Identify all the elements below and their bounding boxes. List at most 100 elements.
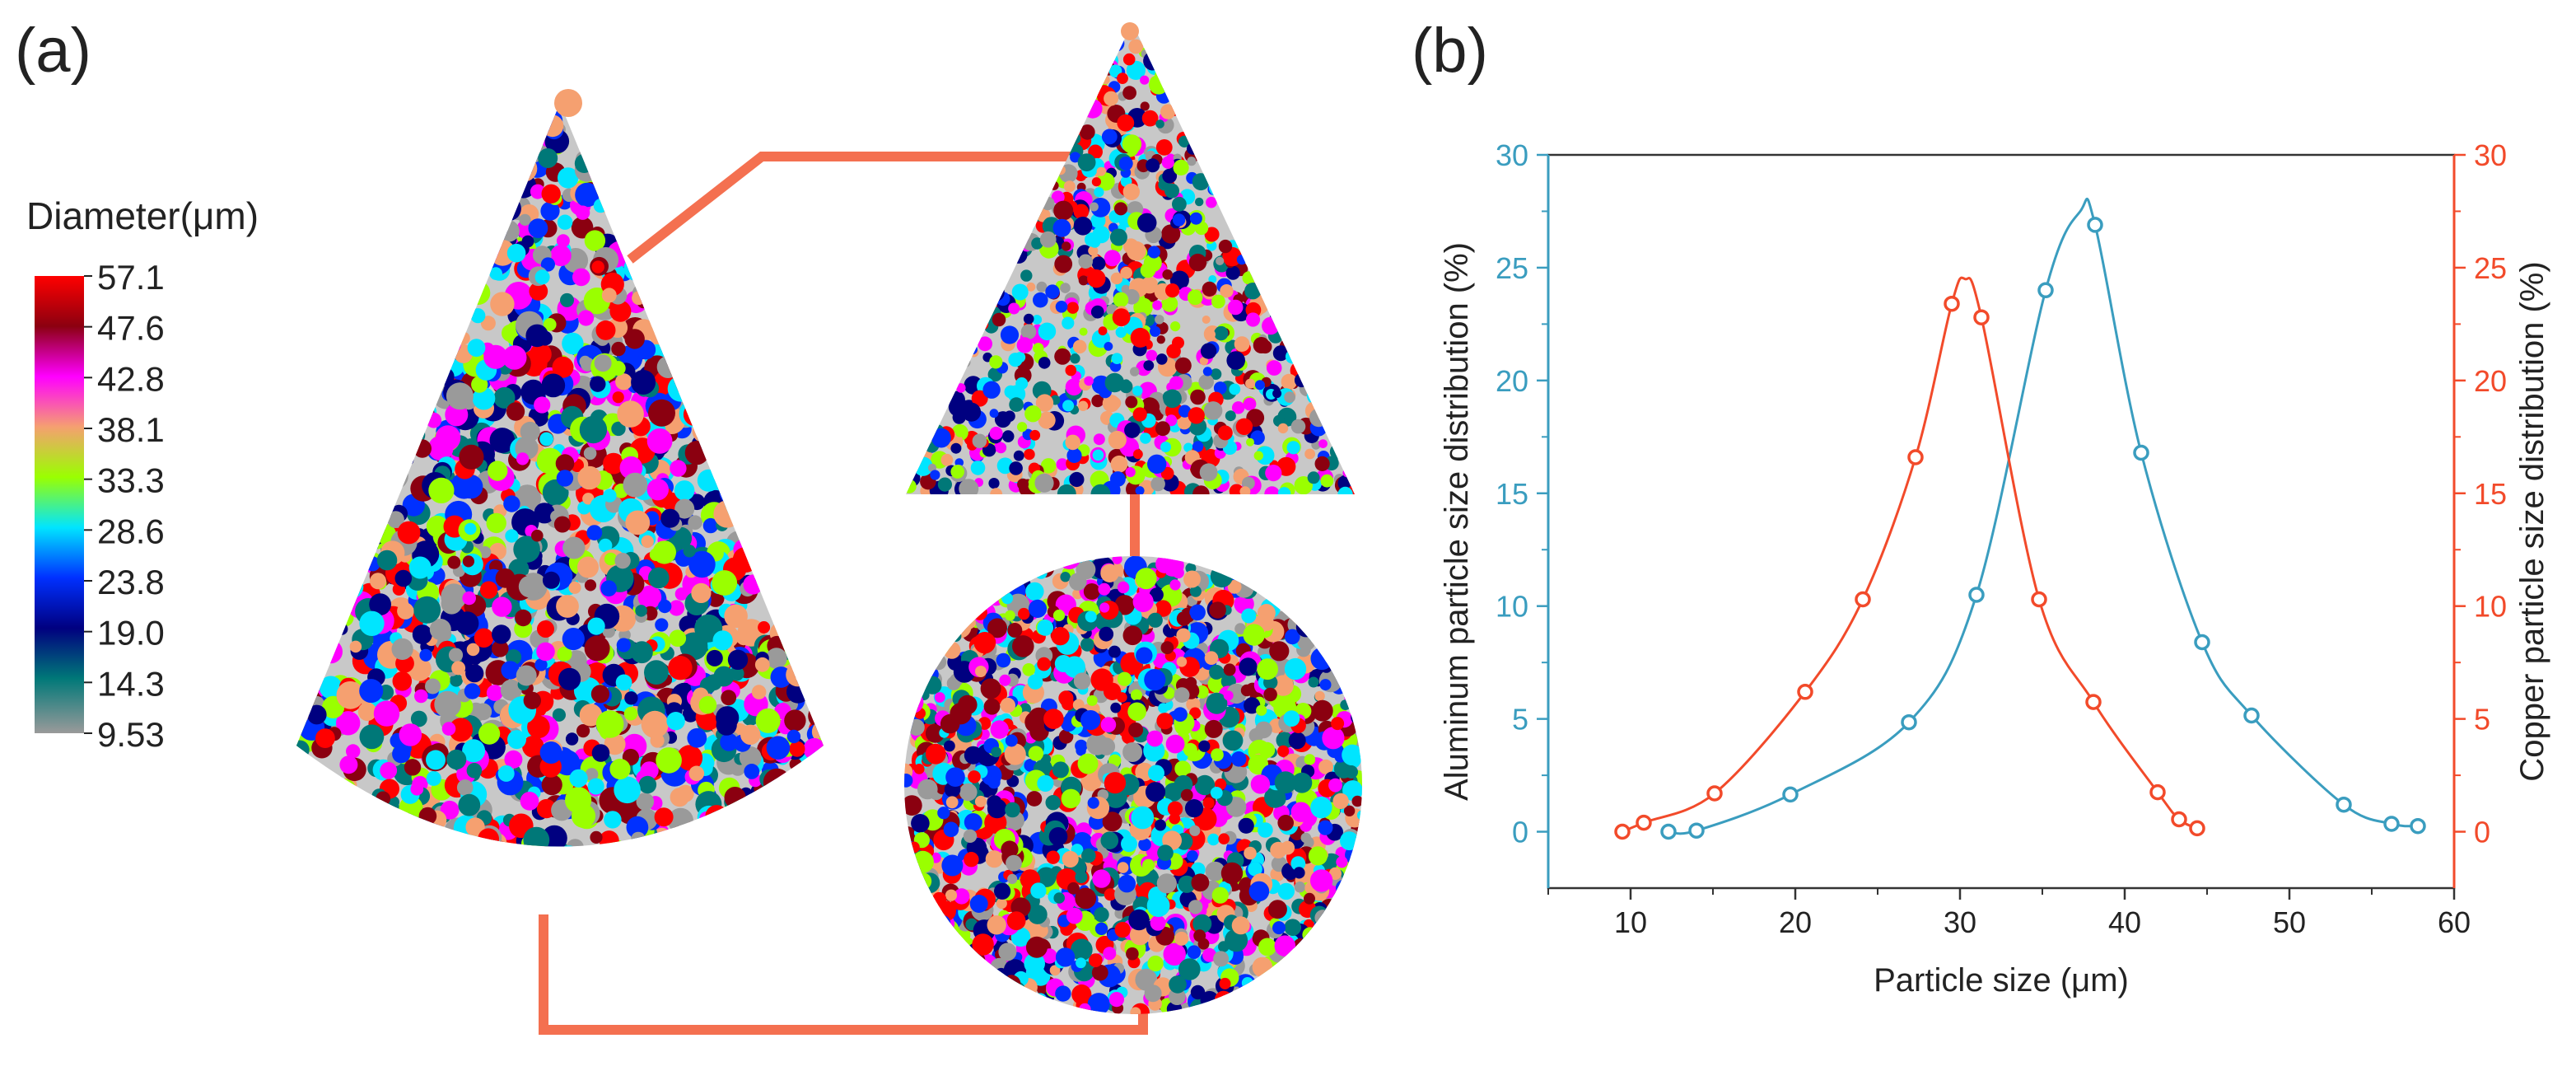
cone-particle bbox=[811, 786, 824, 798]
cone-particle bbox=[715, 886, 729, 900]
cone-particle bbox=[680, 119, 694, 133]
cone-particle bbox=[789, 203, 805, 219]
cone-particle bbox=[713, 842, 740, 868]
circle-particle bbox=[974, 968, 994, 988]
cone-particle bbox=[371, 344, 389, 361]
cone-particle bbox=[300, 158, 324, 183]
cone-particle bbox=[339, 484, 352, 498]
triangle-particle bbox=[1002, 430, 1015, 442]
cone-particle bbox=[770, 91, 794, 115]
cone-particle bbox=[498, 765, 515, 782]
triangle-particle bbox=[938, 278, 952, 292]
cone-particle bbox=[377, 438, 401, 462]
triangle-particle bbox=[1332, 349, 1351, 369]
cone-particle bbox=[596, 710, 624, 738]
cone-particle bbox=[777, 433, 791, 447]
cone-particle bbox=[558, 668, 581, 690]
triangle-particle bbox=[1216, 114, 1224, 122]
cone-particle bbox=[492, 624, 511, 643]
circle-particle bbox=[1098, 583, 1110, 596]
circle-particle bbox=[1349, 903, 1361, 915]
cone-particle bbox=[292, 844, 320, 872]
cone-particle bbox=[766, 858, 782, 874]
triangle-particle bbox=[968, 264, 980, 277]
cone-particle bbox=[410, 783, 423, 796]
cone-particle bbox=[611, 342, 625, 356]
triangle-particle bbox=[1026, 62, 1044, 80]
triangle-particle bbox=[980, 288, 992, 301]
circle-particle bbox=[910, 629, 927, 647]
cone-particle bbox=[600, 580, 617, 596]
cone-particle bbox=[362, 129, 385, 152]
triangle-particle bbox=[965, 81, 976, 91]
triangle-particle bbox=[1202, 282, 1217, 297]
cone-particle bbox=[627, 887, 645, 905]
cone-particle bbox=[467, 241, 484, 259]
cone-particle bbox=[795, 403, 815, 423]
circle-particle bbox=[1208, 1002, 1218, 1012]
cone-particle bbox=[315, 380, 340, 405]
cone-particle bbox=[320, 581, 338, 600]
triangle-particle bbox=[1342, 112, 1356, 126]
cone-particle bbox=[774, 179, 786, 191]
triangle-particle bbox=[1293, 105, 1313, 125]
cone-particle bbox=[721, 482, 734, 495]
cone-particle bbox=[362, 387, 387, 413]
cone-particle bbox=[782, 115, 800, 134]
triangle-particle bbox=[1009, 397, 1024, 412]
triangle-particle bbox=[1281, 374, 1297, 390]
cone-particle bbox=[395, 133, 413, 151]
cone-particle bbox=[701, 153, 724, 176]
triangle-particle bbox=[1104, 250, 1121, 266]
cone-particle bbox=[477, 105, 492, 120]
triangle-particle bbox=[1065, 108, 1082, 125]
triangle-particle bbox=[931, 93, 943, 105]
cone-particle bbox=[360, 724, 385, 749]
triangle-particle bbox=[1329, 428, 1346, 444]
cone-particle bbox=[392, 835, 408, 851]
cone-particle bbox=[340, 840, 353, 854]
cone-particle bbox=[294, 638, 320, 664]
cone-particle bbox=[674, 269, 700, 296]
triangle-particle bbox=[1229, 177, 1238, 186]
cone-particle bbox=[334, 423, 356, 446]
cone-particle bbox=[542, 774, 562, 795]
triangle-particle bbox=[971, 461, 986, 475]
circle-particle bbox=[1294, 587, 1306, 600]
cone-particle bbox=[468, 339, 486, 357]
cone-particle bbox=[748, 253, 775, 280]
cone-section-particles bbox=[898, 16, 1365, 504]
cone-particle bbox=[337, 146, 357, 166]
triangle-particle bbox=[927, 175, 945, 194]
triangle-particle bbox=[1038, 357, 1051, 369]
cone-particle bbox=[348, 288, 374, 314]
cone-particle bbox=[708, 814, 729, 835]
cone-particle bbox=[318, 521, 340, 543]
cone-particle bbox=[718, 816, 736, 834]
cone-particle bbox=[626, 845, 637, 857]
cone-particle bbox=[394, 311, 409, 326]
triangle-particle bbox=[1255, 380, 1265, 390]
triangle-particle bbox=[1256, 21, 1267, 32]
cone-particle bbox=[418, 268, 431, 281]
triangle-particle bbox=[1308, 471, 1320, 484]
cone-particle bbox=[422, 103, 448, 129]
cone-particle bbox=[334, 883, 347, 896]
triangle-particle bbox=[1215, 113, 1225, 124]
triangle-particle bbox=[1317, 297, 1326, 306]
cone-particle bbox=[426, 858, 453, 885]
triangle-particle bbox=[1174, 22, 1188, 36]
cone-particle bbox=[675, 367, 697, 389]
cone-particle bbox=[655, 807, 674, 826]
cone-particle bbox=[588, 618, 605, 635]
triangle-particle bbox=[999, 203, 1015, 220]
triangle-particle bbox=[1287, 302, 1299, 314]
triangle-particle bbox=[920, 245, 938, 263]
circle-particle bbox=[969, 587, 987, 605]
triangle-particle bbox=[1343, 395, 1356, 408]
cone-particle bbox=[618, 194, 642, 218]
cone-particle bbox=[687, 167, 707, 188]
cone-particle bbox=[339, 755, 357, 774]
cone-particle bbox=[796, 866, 813, 883]
circle-particle bbox=[907, 665, 922, 680]
